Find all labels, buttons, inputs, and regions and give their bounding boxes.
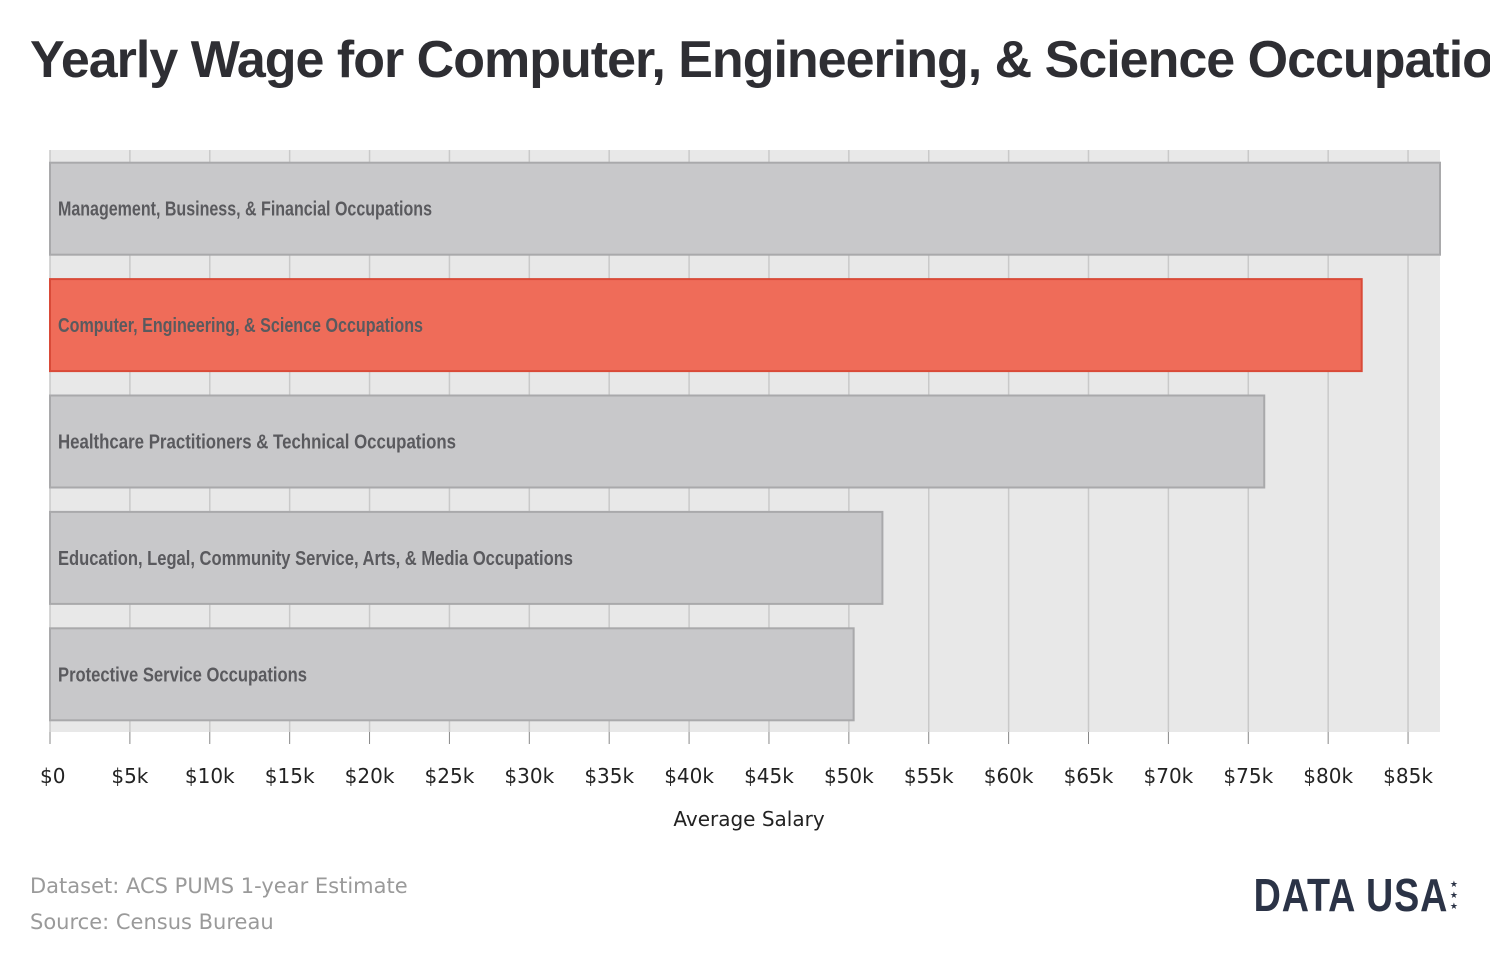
tick-label: $55k <box>904 764 954 788</box>
tick-label: $0 <box>40 764 65 788</box>
tick-label: $10k <box>185 764 235 788</box>
x-axis-label: Average Salary <box>673 807 824 831</box>
bar-label: Management, Business, & Financial Occupa… <box>58 199 432 221</box>
tick-label: $35k <box>584 764 634 788</box>
tick-label: $60k <box>984 764 1034 788</box>
tick-label: $50k <box>824 764 874 788</box>
x-axis-ticks: $0 $5k $10k $15k $20k $25k $30k $35k $40k $45k $50… <box>40 732 1433 788</box>
tick-label: $80k <box>1303 764 1353 788</box>
tick-label: $85k <box>1383 764 1433 788</box>
tick-label: $25k <box>425 764 475 788</box>
bar[interactable] <box>49 510 884 605</box>
star-icon: ★ <box>1449 900 1458 911</box>
source-note: Source: Census Bureau <box>30 910 274 934</box>
bar-highlighted[interactable] <box>49 278 1363 373</box>
star-icon: ★ <box>1449 889 1458 900</box>
bar-chart: Management, Business, & Financial Occupa… <box>40 150 1441 831</box>
data-usa-logo[interactable]: DATA USA ★ ★ ★ <box>1211 868 1458 922</box>
star-icon: ★ ★ ★ <box>1450 879 1458 912</box>
bar-label: Computer, Engineering, & Science Occupat… <box>58 315 423 337</box>
tick-label: $45k <box>744 764 794 788</box>
chart-title: Yearly Wage for Computer, Engineering, &… <box>30 31 1490 89</box>
bar-label: Healthcare Practitioners & Technical Occ… <box>58 432 456 454</box>
tick-label: $70k <box>1144 764 1194 788</box>
logo-text: DATA USA <box>1253 869 1448 921</box>
tick-label: $40k <box>664 764 714 788</box>
bar[interactable] <box>49 627 855 722</box>
bar[interactable] <box>49 161 1441 256</box>
dataset-note: Dataset: ACS PUMS 1-year Estimate <box>30 874 408 898</box>
tick-label: $75k <box>1223 764 1273 788</box>
bar-label: Education, Legal, Community Service, Art… <box>58 548 573 570</box>
tick-label: $30k <box>504 764 554 788</box>
bar[interactable] <box>49 394 1266 489</box>
tick-label: $20k <box>345 764 395 788</box>
tick-label: $5k <box>111 764 148 788</box>
tick-label: $65k <box>1064 764 1114 788</box>
star-icon: ★ <box>1449 878 1458 889</box>
tick-label: $15k <box>265 764 315 788</box>
bar-label: Protective Service Occupations <box>58 664 307 686</box>
bars: Management, Business, & Financial Occupa… <box>49 161 1441 722</box>
